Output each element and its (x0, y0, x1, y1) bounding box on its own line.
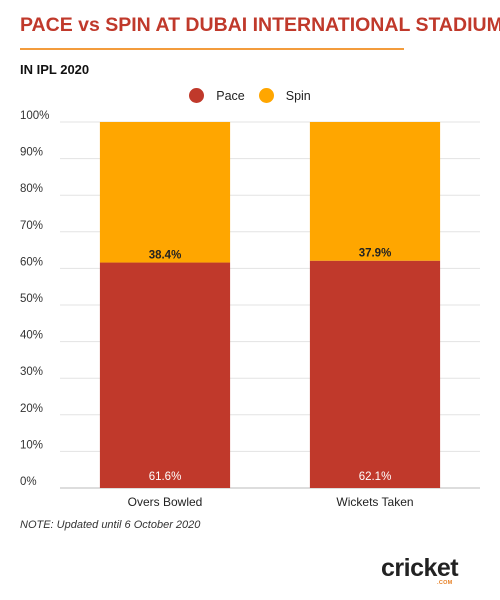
y-tick-label: 20% (20, 403, 43, 415)
footnote: NOTE: Updated until 6 October 2020 (20, 519, 201, 531)
chart-title: PACE vs SPIN AT DUBAI INTERNATIONAL STAD… (20, 14, 500, 36)
y-tick-label: 90% (20, 147, 43, 159)
y-tick-label: 50% (20, 293, 43, 305)
legend-item-spin: Spin (258, 88, 311, 103)
y-tick-label: 40% (20, 330, 43, 342)
y-tick-label: 70% (20, 220, 43, 232)
chart-legend: Pace Spin (0, 88, 500, 103)
cricket-com-logo: cricket .COM (381, 554, 473, 587)
legend-item-pace: Pace (189, 88, 245, 103)
y-tick-label: 100% (20, 110, 49, 122)
y-tick-label: 80% (20, 183, 43, 195)
data-label-pace-2: 62.1% (359, 471, 392, 483)
y-tick-label: 30% (20, 366, 43, 378)
chart-subtitle: IN IPL 2020 (20, 62, 90, 77)
bar-spin-2 (309, 122, 441, 261)
y-tick-label: 0% (20, 476, 37, 488)
legend-swatch-spin (258, 88, 274, 103)
title-underline (20, 48, 404, 50)
data-label-spin-1: 38.4% (149, 250, 182, 262)
x-tick-label: Wickets Taken (336, 495, 413, 509)
legend-label-pace: Pace (216, 88, 245, 103)
legend-label-spin: Spin (285, 88, 311, 103)
data-label-pace-1: 61.6% (149, 471, 182, 483)
bar-pace-2 (309, 260, 441, 488)
y-tick-label: 10% (20, 439, 43, 451)
logo-domain: .COM (437, 580, 453, 586)
logo-wordmark: cricket (381, 554, 459, 582)
data-label-spin-2: 37.9% (359, 248, 392, 260)
bar-pace-1 (99, 262, 231, 488)
y-tick-label: 60% (20, 256, 43, 268)
bar-spin-1 (99, 122, 231, 263)
legend-swatch-pace (189, 88, 205, 103)
x-tick-label: Overs Bowled (128, 495, 203, 509)
